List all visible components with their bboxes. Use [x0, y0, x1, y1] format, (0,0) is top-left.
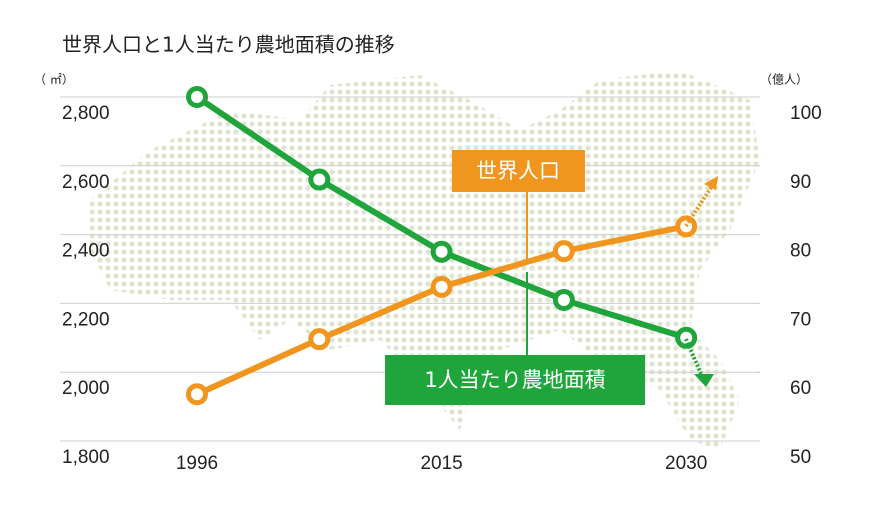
- x-tick-label: 1996: [176, 453, 218, 474]
- plot: 1,800 2,000 2,200 2,400 2,600 2,800 50 60 70 80 90…: [60, 86, 822, 474]
- point-marker: [308, 168, 331, 191]
- point-marker: [186, 383, 208, 406]
- y-tick-label: 2,800: [62, 103, 110, 124]
- point-marker: [430, 240, 453, 263]
- legend-box: [385, 355, 645, 405]
- point-marker: [675, 326, 698, 349]
- point-marker: [552, 240, 575, 263]
- y2-tick-label: 80: [790, 241, 811, 262]
- x-tick-label: 2015: [420, 453, 462, 474]
- arrow-head: [704, 176, 718, 190]
- point-marker: [308, 328, 331, 351]
- y-tick-label: 1,800: [62, 447, 110, 468]
- y-tick-label: 2,400: [62, 241, 110, 262]
- legend-label: 世界人口: [476, 159, 560, 183]
- point-marker: [186, 86, 208, 108]
- legend-box: [452, 150, 585, 192]
- y-tick-label: 2,000: [62, 378, 110, 399]
- chart-title: 世界人口と1人当たり農地面積の推移: [62, 33, 395, 57]
- y2-tick-label: 70: [790, 309, 811, 330]
- map-background: [90, 70, 760, 450]
- x-tick-label: 2030: [665, 453, 707, 474]
- y2-tick-label: 100: [790, 103, 822, 124]
- point-marker: [552, 288, 575, 311]
- legend-label: 1人当たり農地面積: [424, 368, 605, 392]
- y2-tick-label: 90: [790, 172, 811, 193]
- y2-unit: （億人）: [760, 73, 808, 87]
- y-tick-label: 2,600: [62, 172, 110, 193]
- y-unit: （ ㎡）: [34, 73, 74, 87]
- y2-tick-label: 50: [790, 447, 811, 468]
- arrow-head: [694, 374, 714, 387]
- y-tick-label: 2,200: [62, 309, 110, 330]
- y2-tick-label: 60: [790, 378, 811, 399]
- trend-arrow: [684, 338, 704, 377]
- point-marker: [430, 275, 453, 298]
- point-marker: [675, 215, 698, 238]
